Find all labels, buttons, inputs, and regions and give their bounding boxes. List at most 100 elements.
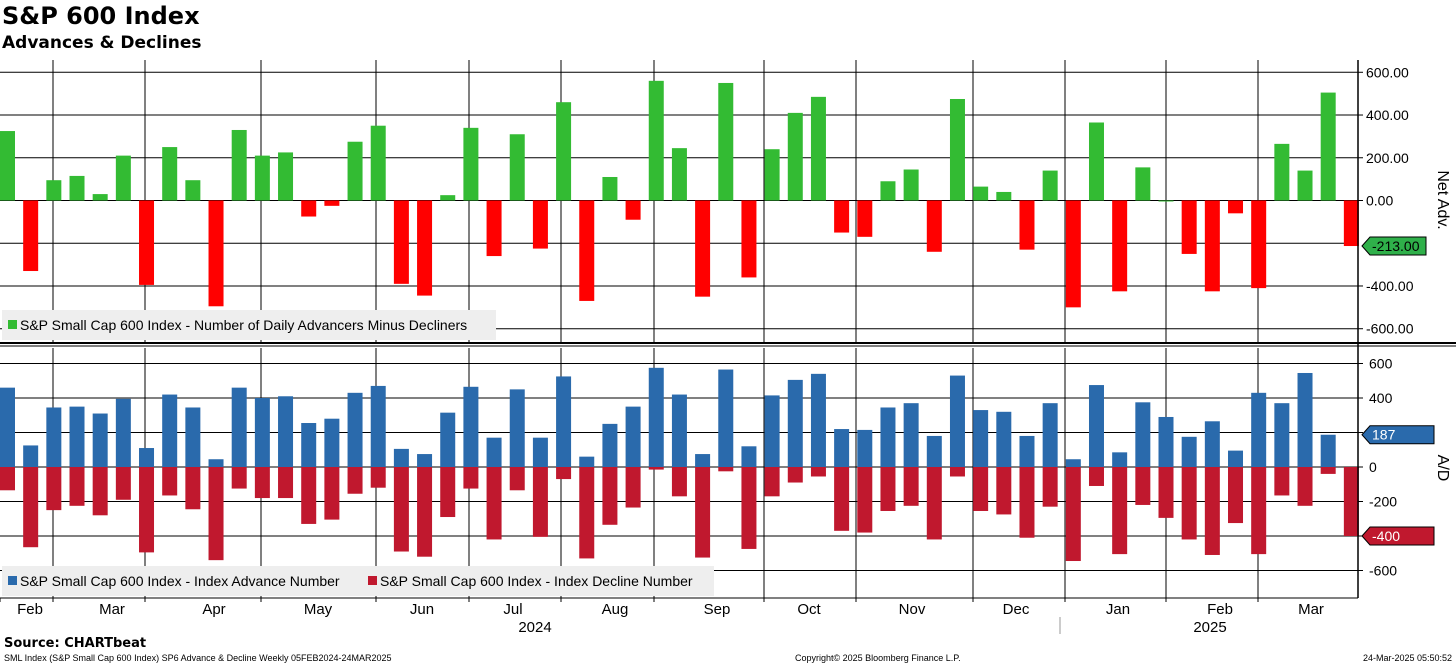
decline-bar (926, 467, 942, 540)
decline-bar (347, 467, 363, 494)
decline-bar (1065, 467, 1081, 562)
decline-bar (486, 467, 502, 540)
net-bar (1019, 200, 1035, 250)
advance-bar (278, 396, 294, 467)
advance-bar (648, 367, 664, 467)
decline-bar (1158, 467, 1174, 518)
decline-bar (1297, 467, 1313, 506)
net-bar (695, 200, 711, 297)
chart-bars (0, 80, 1359, 562)
decline-bar (1228, 467, 1244, 524)
advance-bar (671, 394, 687, 467)
net-bar (741, 200, 757, 278)
legend-top-bg (2, 310, 496, 340)
decline-bar (532, 467, 548, 537)
net-bar (764, 149, 780, 201)
advance-bar (1320, 434, 1336, 467)
y-tick-label-top: -400.00 (1366, 278, 1414, 294)
advance-bar (208, 459, 224, 467)
decline-bar (370, 467, 386, 488)
y-tick-label-bottom: 400 (1369, 390, 1393, 406)
advance-bar (46, 407, 62, 467)
last-value-advances: 187 (1372, 427, 1396, 443)
decline-bar (834, 467, 850, 531)
decline-bar (1112, 467, 1128, 555)
net-bar (880, 181, 896, 201)
net-bar (1228, 200, 1244, 214)
source-note: Source: CHARTbeat (4, 636, 147, 651)
advance-bar (602, 423, 618, 467)
advance-bar (162, 394, 178, 467)
advance-bar (764, 395, 780, 467)
decline-bar (440, 467, 456, 518)
net-bar (69, 175, 85, 201)
net-bar (440, 195, 456, 201)
advance-bar (254, 398, 270, 467)
net-bar (602, 176, 618, 201)
advance-bar (996, 411, 1012, 467)
x-month-label: Mar (99, 601, 125, 618)
decline-bar (46, 467, 62, 511)
net-bar (787, 112, 803, 201)
decline-bar (162, 467, 178, 496)
decline-bar (1343, 467, 1359, 536)
decline-bar (671, 467, 687, 497)
net-bar (718, 82, 734, 201)
x-month-label: Dec (1003, 601, 1030, 618)
net-bar (393, 200, 409, 284)
advance-bar (787, 379, 803, 467)
decline-bar (324, 467, 340, 520)
net-bar (1343, 200, 1359, 247)
net-bar (1112, 200, 1128, 292)
net-bar (254, 155, 270, 201)
decline-bar (857, 467, 873, 533)
net-bar (556, 102, 572, 201)
legend-label-declines: S&P Small Cap 600 Index - Index Decline … (380, 573, 693, 589)
advance-bar (440, 412, 456, 467)
advance-bar (324, 418, 340, 467)
footer-timestamp: 24-Mar-2025 05:50:52 (1362, 653, 1452, 663)
net-bar (1274, 143, 1290, 201)
net-bar (139, 200, 155, 285)
net-bar (903, 169, 919, 201)
advance-bar (1274, 403, 1290, 467)
x-month-label: Apr (202, 601, 225, 618)
decline-bar (741, 467, 757, 549)
decline-bar (92, 467, 108, 516)
x-year-label: 2024 (518, 619, 551, 636)
legend-layer: S&P Small Cap 600 Index - Number of Dail… (2, 310, 714, 596)
y-tick-label-bottom: -600 (1369, 563, 1397, 579)
net-bar (926, 200, 942, 252)
advance-bar (301, 423, 317, 467)
advance-bar (926, 435, 942, 467)
legend-label-advances: S&P Small Cap 600 Index - Index Advance … (20, 573, 340, 589)
decline-bar (810, 467, 826, 477)
x-month-label: Mar (1298, 601, 1324, 618)
chart-subtitle: Advances & Declines (2, 33, 202, 53)
decline-bar (718, 467, 734, 472)
advance-bar (1228, 450, 1244, 467)
net-bar (1204, 200, 1220, 292)
advance-bar (556, 376, 572, 467)
decline-bar (625, 467, 641, 508)
net-bar (1158, 200, 1174, 202)
net-bar (1065, 200, 1081, 308)
net-bar (23, 200, 39, 272)
legend-swatch-advances (8, 576, 17, 585)
advance-bar (23, 445, 39, 467)
x-year-label: 2025 (1193, 619, 1226, 636)
net-bar (1042, 170, 1058, 201)
advance-bar (880, 407, 896, 467)
y-tick-label-bottom: 0 (1369, 459, 1377, 475)
decline-bar (23, 467, 39, 548)
y-tick-label-top: 200.00 (1366, 150, 1409, 166)
advance-bar (0, 387, 15, 467)
advance-bar (1251, 392, 1267, 467)
last-value-advances-box (1361, 425, 1435, 445)
net-bar (834, 200, 850, 233)
advance-bar (393, 448, 409, 467)
advance-bar (834, 429, 850, 467)
net-bar (509, 134, 525, 201)
x-month-label: Jun (410, 601, 434, 618)
net-bar (1181, 200, 1197, 254)
